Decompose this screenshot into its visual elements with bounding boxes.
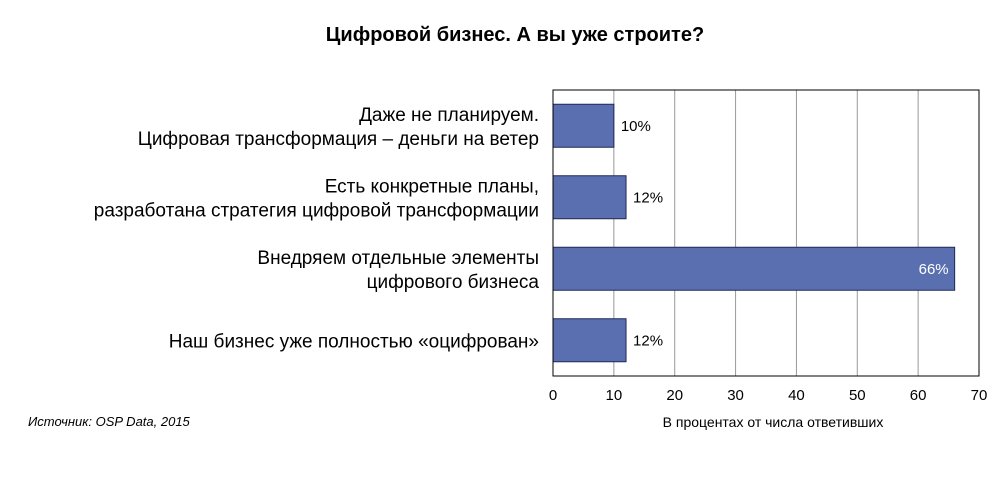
x-tick-label-7: 70 (971, 387, 988, 404)
source-note: Источник: OSP Data, 2015 (28, 414, 191, 429)
value-label-2: 66% (919, 261, 949, 278)
x-tick-label-6: 60 (910, 387, 927, 404)
value-label-0: 10% (621, 118, 651, 135)
x-tick-label-3: 30 (727, 387, 744, 404)
category-label-3: Наш бизнес уже полностью «оцифрован» (169, 331, 539, 352)
category-labels: Даже не планируем. Цифровая трансформация… (94, 105, 540, 353)
plot-frame (552, 89, 980, 377)
category-label-2: Внедряем отдельные элементы цифрового биз… (257, 248, 539, 293)
category-label-2-line-1: цифрового бизнеса (367, 272, 540, 293)
value-label-1: 12% (633, 189, 663, 206)
bar-2 (552, 246, 956, 291)
category-label-0: Даже не планируем. Цифровая трансформация… (138, 105, 539, 150)
value-label-3: 12% (633, 332, 663, 349)
x-tick-label-2: 20 (666, 387, 683, 404)
category-label-0-line-1: Цифровая трансформация – деньги на ветер (138, 129, 539, 150)
x-tick-label-5: 50 (849, 387, 866, 404)
bar-0 (552, 103, 615, 148)
category-label-0-line-0: Даже не планируем. (359, 105, 539, 126)
category-label-2-line-0: Внедряем отдельные элементы (257, 248, 539, 269)
category-label-1-line-0: Есть конкретные планы, (325, 176, 539, 197)
x-tick-label-4: 40 (788, 387, 805, 404)
x-tick-label-0: 0 (549, 387, 557, 404)
bar-3 (552, 318, 627, 363)
value-labels: 10% 12% 66% 12% (621, 118, 949, 350)
x-tick-label-1: 10 (606, 387, 623, 404)
bar-1 (552, 175, 627, 220)
category-label-3-line-0: Наш бизнес уже полностью «оцифрован» (169, 331, 539, 352)
category-label-1: Есть конкретные планы, разработана страте… (94, 176, 539, 221)
chart-title: Цифровой бизнес. А вы уже строите? (326, 24, 704, 46)
x-tick-labels: 0 10 20 30 40 50 60 70 (549, 387, 988, 404)
x-axis-label: В процентах от числа ответивших (663, 414, 884, 430)
bars (552, 103, 956, 363)
category-label-1-line-1: разработана стратегия цифровой трансформ… (94, 200, 539, 221)
